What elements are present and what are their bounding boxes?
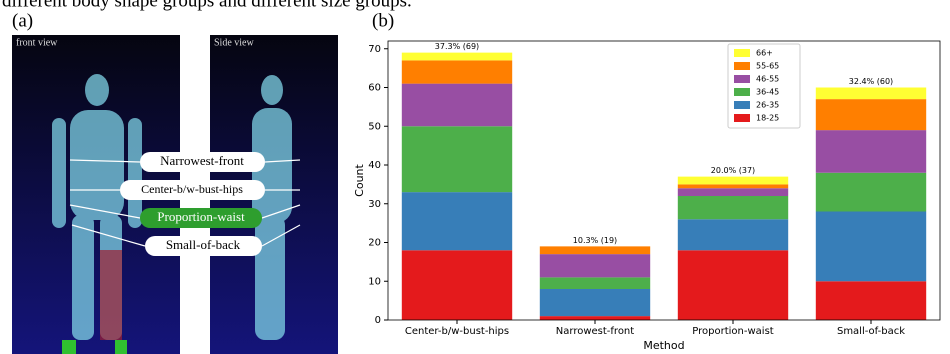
- total-label: 10.3% (19): [573, 236, 617, 245]
- figure: different body shape groups and differen…: [0, 0, 950, 354]
- caption: different body shape groups and differen…: [2, 0, 412, 11]
- bar-segment: [678, 184, 788, 188]
- y-tick-label: 0: [375, 315, 381, 326]
- legend-swatch: [734, 114, 750, 122]
- page: different body shape groups and differen…: [0, 0, 950, 354]
- legend-swatch: [734, 75, 750, 83]
- bar-segment: [678, 177, 788, 185]
- legend-label: 36-45: [756, 88, 779, 97]
- bar-segment: [402, 250, 512, 320]
- bar-segment: [402, 192, 512, 250]
- bar-segment: [402, 126, 512, 192]
- y-tick-label: 40: [368, 160, 381, 171]
- y-tick-label: 10: [368, 276, 381, 287]
- x-tick-label: Narrowest-front: [556, 326, 634, 337]
- y-tick-label: 60: [368, 83, 381, 94]
- view-label: Side view: [214, 37, 254, 48]
- legend-swatch: [734, 62, 750, 70]
- bar-segment: [678, 196, 788, 219]
- bar-segment: [402, 84, 512, 127]
- bar-segment: [816, 88, 926, 100]
- bar-segment: [678, 250, 788, 320]
- legend-swatch: [734, 49, 750, 57]
- y-tick-label: 70: [368, 44, 381, 55]
- bar-segment: [678, 188, 788, 196]
- y-tick-label: 30: [368, 199, 381, 210]
- bar-segment: [540, 246, 650, 254]
- legend-label: 26-35: [756, 101, 779, 110]
- x-axis-label: Method: [643, 339, 684, 352]
- total-label: 37.3% (69): [435, 42, 479, 51]
- y-axis-label: Count: [353, 163, 366, 196]
- legend-swatch: [734, 101, 750, 109]
- method-label: Center-b/w-bust-hips: [141, 182, 243, 196]
- total-label: 32.4% (60): [849, 77, 893, 86]
- bar-segment: [816, 99, 926, 130]
- legend-label: 66+: [756, 49, 773, 58]
- bar-segment: [540, 316, 650, 320]
- bar-segment: [816, 130, 926, 173]
- method-label: Proportion-waist: [157, 209, 245, 224]
- bar-segment: [540, 254, 650, 277]
- bar-segment: [816, 212, 926, 282]
- bar-segment: [540, 289, 650, 316]
- bar-segment: [402, 60, 512, 83]
- method-label: Narrowest-front: [160, 153, 244, 168]
- bar-segment: [402, 53, 512, 61]
- y-tick-label: 50: [368, 121, 381, 132]
- legend-swatch: [734, 88, 750, 96]
- method-label: Small-of-back: [166, 237, 241, 252]
- legend-label: 46-55: [756, 75, 779, 84]
- panel-label: (a): [12, 10, 33, 31]
- x-tick-label: Center-b/w-bust-hips: [405, 326, 509, 337]
- x-tick-label: Proportion-waist: [692, 326, 774, 337]
- bar-segment: [816, 173, 926, 212]
- bar-segment: [678, 219, 788, 250]
- bar-segment: [540, 277, 650, 289]
- view-label: front view: [16, 37, 58, 48]
- total-label: 20.0% (37): [711, 166, 755, 175]
- y-tick-label: 20: [368, 238, 381, 249]
- legend-label: 18-25: [756, 114, 779, 123]
- panel-label: (b): [372, 10, 394, 31]
- x-tick-label: Small-of-back: [837, 326, 905, 337]
- bar-segment: [816, 281, 926, 320]
- legend-label: 55-65: [756, 62, 779, 71]
